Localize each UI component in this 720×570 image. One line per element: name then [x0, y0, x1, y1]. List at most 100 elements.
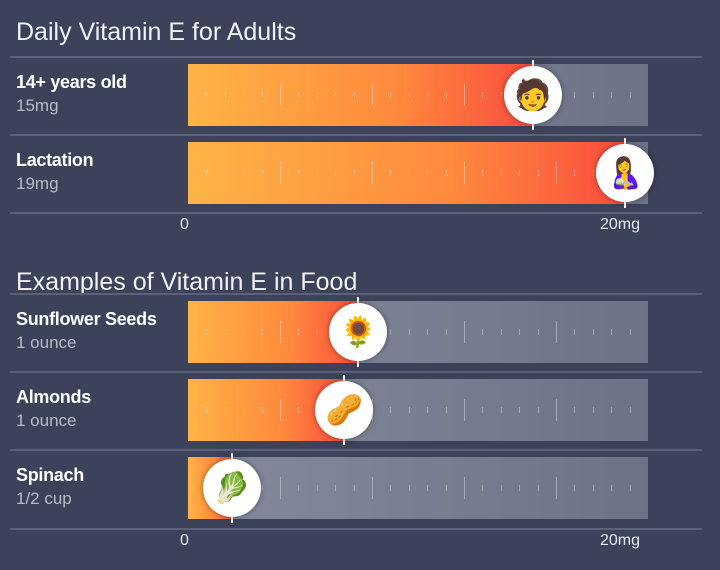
minor-tick [445, 92, 447, 98]
minor-tick [408, 92, 410, 98]
minor-tick [206, 329, 208, 335]
teen-boy-icon: 🧑 [504, 66, 562, 124]
minor-tick [298, 170, 300, 176]
major-tick [280, 84, 281, 106]
divider [10, 134, 702, 136]
spinach-icon: 🥬 [202, 459, 261, 517]
minor-tick [353, 485, 355, 491]
minor-tick [335, 170, 337, 176]
minor-tick [408, 407, 410, 413]
major-tick [464, 399, 465, 421]
minor-tick [445, 485, 447, 491]
minor-tick [353, 92, 355, 98]
bar-track [188, 379, 648, 441]
minor-tick [500, 329, 502, 335]
major-tick [556, 477, 557, 499]
minor-tick [574, 92, 576, 98]
minor-tick [537, 329, 539, 335]
row-amount: 1 ounce [16, 333, 77, 352]
minor-tick [261, 92, 263, 98]
row-label: Lactation 19mg [16, 150, 94, 194]
divider [10, 56, 702, 58]
divider [10, 449, 702, 451]
axis-min-label: 0 [180, 216, 189, 233]
divider [10, 293, 702, 295]
minor-tick [353, 170, 355, 176]
major-tick [464, 84, 465, 106]
major-tick [280, 162, 281, 184]
minor-tick [629, 485, 631, 491]
major-tick [556, 399, 557, 421]
minor-tick [574, 329, 576, 335]
nursing-mother-icon: 🤱 [596, 144, 654, 202]
minor-tick [537, 407, 539, 413]
minor-tick [427, 407, 429, 413]
minor-tick [592, 407, 594, 413]
row-amount: 1 ounce [16, 411, 77, 430]
minor-tick [482, 170, 484, 176]
minor-tick [390, 329, 392, 335]
minor-tick [482, 407, 484, 413]
minor-tick [298, 407, 300, 413]
minor-tick [629, 329, 631, 335]
minor-tick [611, 407, 613, 413]
minor-tick [243, 170, 245, 176]
minor-tick [482, 329, 484, 335]
major-tick [372, 162, 373, 184]
minor-tick [574, 485, 576, 491]
axis-max-label: 20mg [600, 532, 641, 549]
minor-tick [592, 485, 594, 491]
minor-tick [206, 407, 208, 413]
minor-tick [316, 170, 318, 176]
major-tick [280, 399, 281, 421]
row-name: Sunflower Seeds [16, 309, 157, 329]
row-name: Spinach [16, 465, 84, 485]
minor-tick [390, 170, 392, 176]
minor-tick [261, 407, 263, 413]
minor-tick [261, 329, 263, 335]
bar-track [188, 301, 648, 363]
minor-tick [427, 485, 429, 491]
bar-fill [188, 142, 625, 204]
chart-title: Daily Vitamin E for Adults [16, 18, 297, 46]
almonds-icon: 🥜 [315, 381, 374, 439]
row-amount: 19mg [16, 174, 59, 193]
minor-tick [611, 92, 613, 98]
minor-tick [427, 92, 429, 98]
minor-tick [206, 92, 208, 98]
row-label: Sunflower Seeds 1 ounce [16, 309, 157, 353]
minor-tick [224, 92, 226, 98]
divider [10, 371, 702, 373]
major-tick [464, 477, 465, 499]
minor-tick [592, 170, 594, 176]
minor-tick [390, 485, 392, 491]
minor-tick [537, 170, 539, 176]
minor-tick [316, 485, 318, 491]
minor-tick [500, 170, 502, 176]
minor-tick [519, 170, 521, 176]
minor-tick [592, 329, 594, 335]
minor-tick [445, 407, 447, 413]
major-tick [556, 162, 557, 184]
major-tick [372, 84, 373, 106]
minor-tick [261, 170, 263, 176]
row-name: Lactation [16, 150, 94, 170]
minor-tick [224, 170, 226, 176]
minor-tick [298, 485, 300, 491]
minor-tick [390, 92, 392, 98]
minor-tick [482, 485, 484, 491]
bar-track [188, 457, 648, 519]
minor-tick [629, 92, 631, 98]
minor-tick [427, 329, 429, 335]
minor-tick [629, 407, 631, 413]
bar-track [188, 142, 648, 204]
minor-tick [427, 170, 429, 176]
row-amount: 1/2 cup [16, 489, 72, 508]
major-tick [280, 477, 281, 499]
minor-tick [500, 407, 502, 413]
major-tick [464, 162, 465, 184]
minor-tick [335, 92, 337, 98]
axis-max-label: 20mg [600, 216, 641, 233]
row-amount: 15mg [16, 96, 59, 115]
minor-tick [574, 407, 576, 413]
